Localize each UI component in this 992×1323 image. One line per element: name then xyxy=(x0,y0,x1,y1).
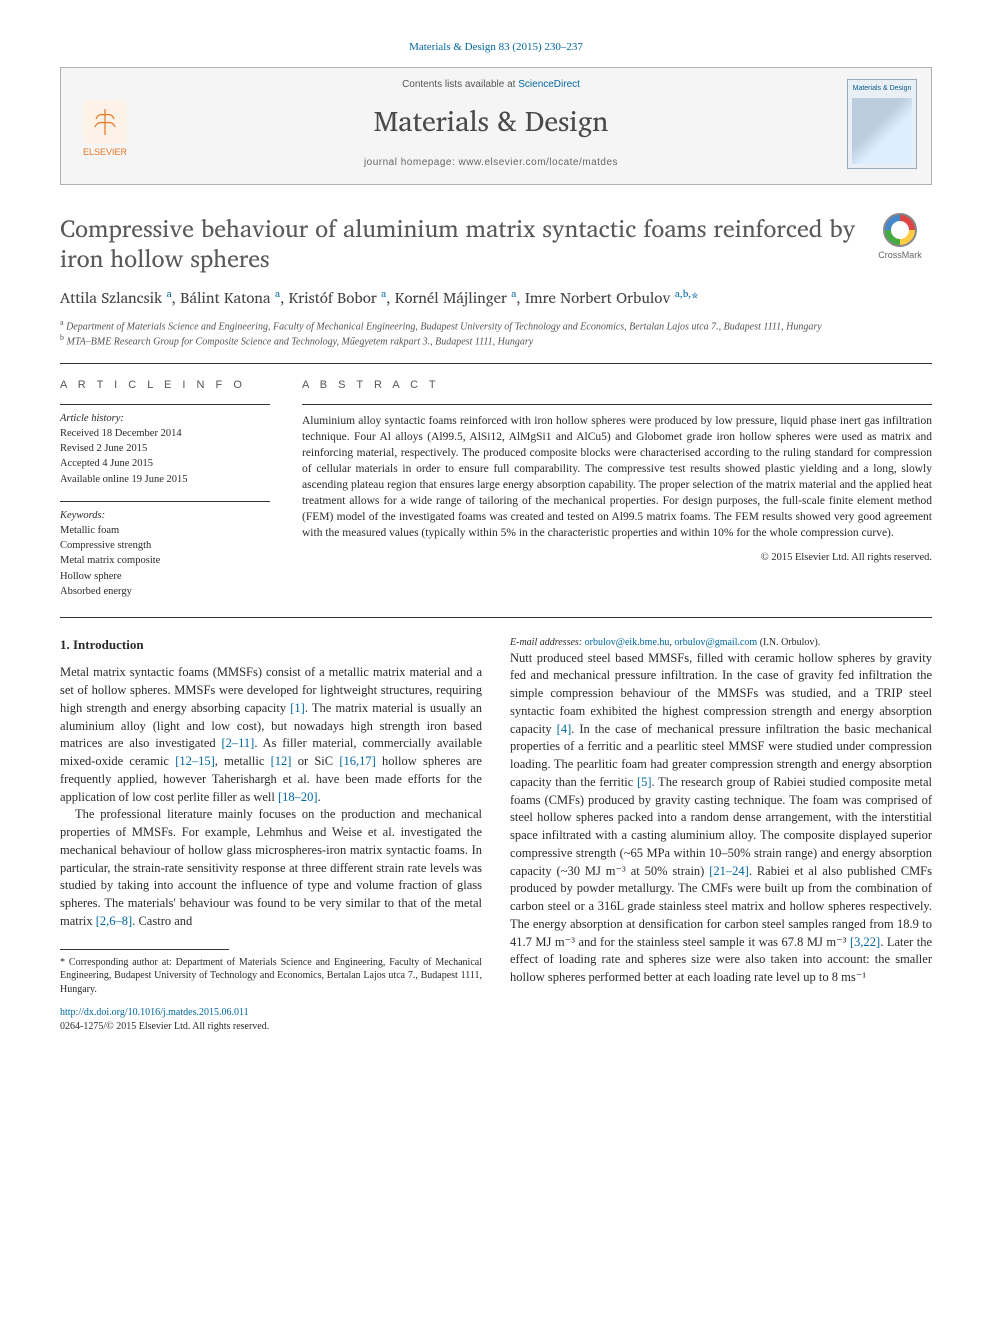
doi-link[interactable]: http://dx.doi.org/10.1016/j.matdes.2015.… xyxy=(60,1007,249,1018)
corresponding-author-footnote: * Corresponding author at: Department of… xyxy=(60,956,482,997)
email-link[interactable]: orbulov@eik.bme.hu xyxy=(585,637,670,648)
email-suffix: (I.N. Orbulov). xyxy=(757,637,820,648)
article-history: Article history: Received 18 December 20… xyxy=(60,404,270,487)
intro-paragraph: The professional literature mainly focus… xyxy=(60,806,482,930)
doi-block: http://dx.doi.org/10.1016/j.matdes.2015.… xyxy=(60,1006,932,1034)
abstract-text: Aluminium alloy syntactic foams reinforc… xyxy=(302,404,932,542)
affiliation-a: a Department of Materials Science and En… xyxy=(60,318,932,334)
footnote-rule xyxy=(60,949,229,950)
section-heading-introduction: 1. Introduction xyxy=(60,636,482,654)
crossmark-label: CrossMark xyxy=(878,249,922,262)
history-item: Received 18 December 2014 xyxy=(60,426,270,441)
rule-mid xyxy=(60,617,932,618)
history-label: Article history: xyxy=(60,411,270,426)
affiliations: a Department of Materials Science and En… xyxy=(60,318,932,350)
publisher-logo[interactable]: ELSEVIER xyxy=(75,89,135,159)
keyword: Absorbed energy xyxy=(60,584,270,599)
journal-citation: Materials & Design 83 (2015) 230–237 xyxy=(60,40,932,55)
abstract-panel: A B S T R A C T Aluminium alloy syntacti… xyxy=(302,378,932,599)
keyword: Metal matrix composite xyxy=(60,553,270,568)
email-label: E-mail addresses: xyxy=(510,637,585,648)
intro-paragraph: Metal matrix syntactic foams (MMSFs) con… xyxy=(60,664,482,806)
journal-homepage[interactable]: journal homepage: www.elsevier.com/locat… xyxy=(151,156,831,170)
contents-available: Contents lists available at ScienceDirec… xyxy=(151,78,831,92)
issn-line: 0264-1275/© 2015 Elsevier Ltd. All right… xyxy=(60,1021,269,1032)
email-link[interactable]: orbulov@gmail.com xyxy=(674,637,757,648)
email-footnote: E-mail addresses: orbulov@eik.bme.hu, or… xyxy=(510,636,932,650)
keyword: Compressive strength xyxy=(60,538,270,553)
keywords-block: Keywords: Metallic foam Compressive stre… xyxy=(60,501,270,599)
abstract-copyright: © 2015 Elsevier Ltd. All rights reserved… xyxy=(302,551,932,566)
journal-header: ELSEVIER Contents lists available at Sci… xyxy=(60,67,932,184)
elsevier-tree-icon xyxy=(83,100,127,144)
article-info-panel: A R T I C L E I N F O Article history: R… xyxy=(60,378,270,599)
contents-prefix: Contents lists available at xyxy=(402,79,518,90)
history-item: Available online 19 June 2015 xyxy=(60,472,270,487)
body-columns: 1. Introduction Metal matrix syntactic f… xyxy=(60,636,932,996)
intro-paragraph-col2: Nutt produced steel based MMSFs, filled … xyxy=(510,650,932,987)
journal-name: Materials & Design xyxy=(151,102,831,141)
keyword: Metallic foam xyxy=(60,523,270,538)
rule-top xyxy=(60,363,932,364)
authors-line: Attila Szlancsik a, Bálint Katona a, Kri… xyxy=(60,287,932,308)
history-item: Accepted 4 June 2015 xyxy=(60,456,270,471)
journal-cover-thumbnail[interactable]: Materials & Design xyxy=(847,79,917,169)
cover-title: Materials & Design xyxy=(853,84,912,94)
article-info-label: A R T I C L E I N F O xyxy=(60,378,270,393)
cover-image-icon xyxy=(852,98,912,164)
abstract-label: A B S T R A C T xyxy=(302,378,932,393)
publisher-name: ELSEVIER xyxy=(83,146,127,159)
crossmark-widget[interactable]: CrossMark xyxy=(868,213,932,262)
sciencedirect-link[interactable]: ScienceDirect xyxy=(518,79,580,90)
keywords-label: Keywords: xyxy=(60,508,270,523)
affiliation-b: b MTA–BME Research Group for Composite S… xyxy=(60,333,932,349)
history-item: Revised 2 June 2015 xyxy=(60,441,270,456)
article-title: Compressive behaviour of aluminium matri… xyxy=(60,213,856,273)
keyword: Hollow sphere xyxy=(60,569,270,584)
crossmark-icon xyxy=(883,213,917,247)
